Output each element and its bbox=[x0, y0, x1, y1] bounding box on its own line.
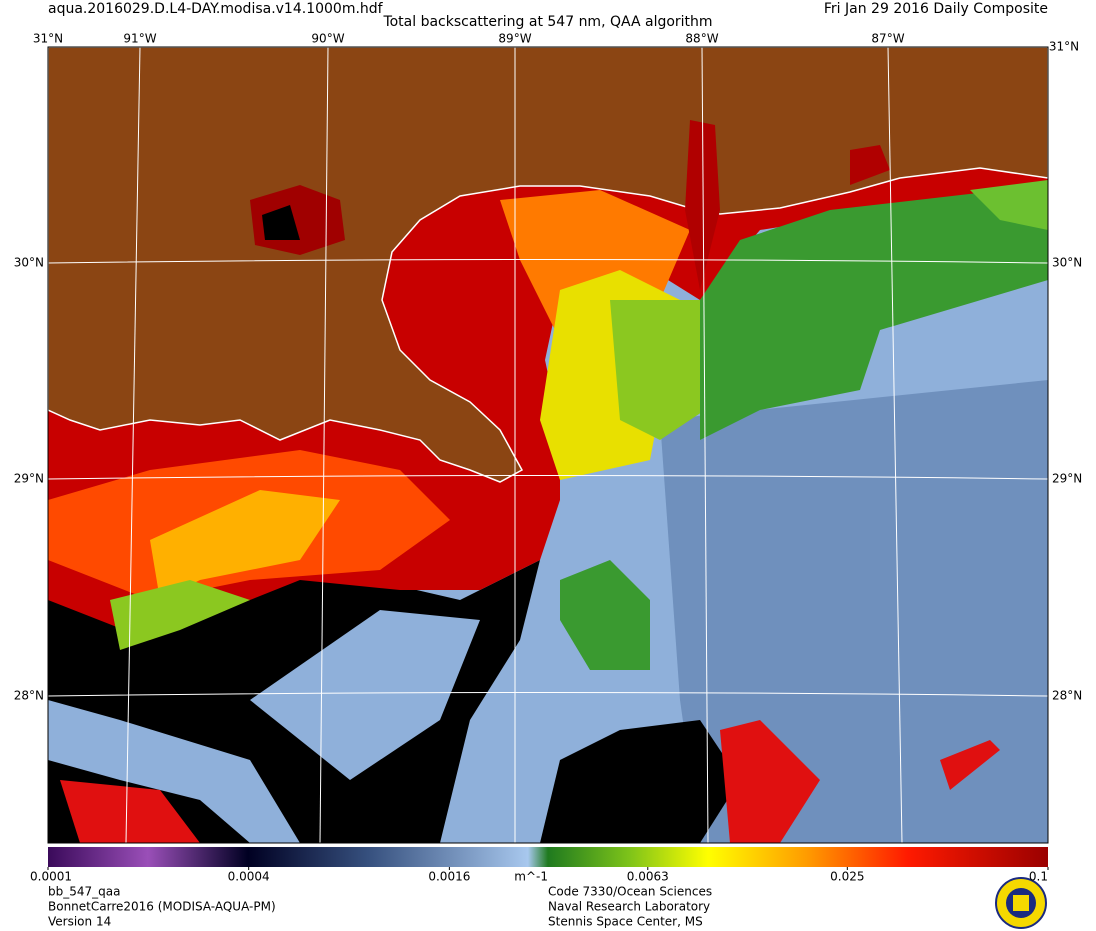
graticule bbox=[48, 475, 1048, 480]
lat-label: 28°N bbox=[1052, 689, 1082, 703]
bay bbox=[685, 120, 720, 290]
map-title: Total backscattering at 547 nm, QAA algo… bbox=[382, 14, 712, 30]
lon-label: 91°W bbox=[123, 32, 156, 46]
plume-green bbox=[560, 560, 650, 670]
lat-label: 29°N bbox=[14, 472, 44, 486]
lake bbox=[262, 205, 300, 240]
corner-label: 31°N bbox=[1049, 40, 1079, 54]
corner-label: 31°N bbox=[33, 32, 63, 46]
footer-text: Stennis Space Center, MS bbox=[548, 915, 703, 929]
lat-label: 30°N bbox=[14, 256, 44, 270]
plume-orange bbox=[500, 190, 690, 340]
lat-label: 28°N bbox=[14, 689, 44, 703]
colorbar-tick-label: 0.0063 bbox=[627, 870, 669, 884]
file-name: aqua.2016029.D.L4-DAY.modisa.v14.1000m.h… bbox=[48, 1, 384, 17]
plume-green bbox=[110, 580, 250, 650]
graticule bbox=[887, 47, 903, 843]
date-label: Fri Jan 29 2016 Daily Composite bbox=[824, 1, 1048, 17]
water bbox=[250, 610, 480, 780]
lon-label: 87°W bbox=[871, 32, 904, 46]
map-frame bbox=[47, 46, 1049, 844]
logo bbox=[995, 877, 1047, 929]
plume-green bbox=[970, 180, 1048, 230]
footer-text: Code 7330/Ocean Sciences bbox=[548, 885, 712, 899]
plume-red bbox=[60, 780, 200, 843]
colorbar-tick-label: 0.0016 bbox=[428, 870, 470, 884]
plume-green bbox=[610, 300, 720, 440]
plume-green bbox=[700, 185, 1048, 440]
lon-label: 89°W bbox=[498, 32, 531, 46]
bay bbox=[850, 145, 890, 185]
graticule bbox=[125, 47, 141, 843]
colorbar-tick-label: 0.0001 bbox=[30, 870, 72, 884]
footer-text: Naval Research Laboratory bbox=[548, 900, 710, 914]
map bbox=[48, 47, 1048, 843]
graticule bbox=[48, 259, 1048, 264]
footer-text: BonnetCarre2016 (MODISA-AQUA-PM) bbox=[48, 900, 276, 914]
land bbox=[48, 47, 1048, 483]
colorbar-tick-label: 0.025 bbox=[830, 870, 864, 884]
lat-label: 30°N bbox=[1052, 256, 1082, 270]
lon-label: 90°W bbox=[311, 32, 344, 46]
footer-text: Version 14 bbox=[48, 915, 111, 929]
graticule bbox=[319, 47, 329, 843]
plume-red bbox=[940, 740, 1000, 790]
lon-label: 88°W bbox=[685, 32, 718, 46]
colorbar bbox=[48, 847, 1048, 867]
colorbar-unit: m^-1 bbox=[514, 870, 548, 884]
footer-text: bb_547_qaa bbox=[48, 885, 120, 899]
graticule bbox=[48, 692, 1048, 697]
colorbar-tick-label: 0.1 bbox=[1029, 870, 1048, 884]
colorbar-tick-label: 0.0004 bbox=[228, 870, 270, 884]
lat-label: 29°N bbox=[1052, 472, 1082, 486]
plume-red bbox=[720, 720, 820, 843]
plume-yellow bbox=[150, 490, 340, 600]
graticule bbox=[701, 47, 709, 843]
no-data bbox=[540, 720, 740, 843]
